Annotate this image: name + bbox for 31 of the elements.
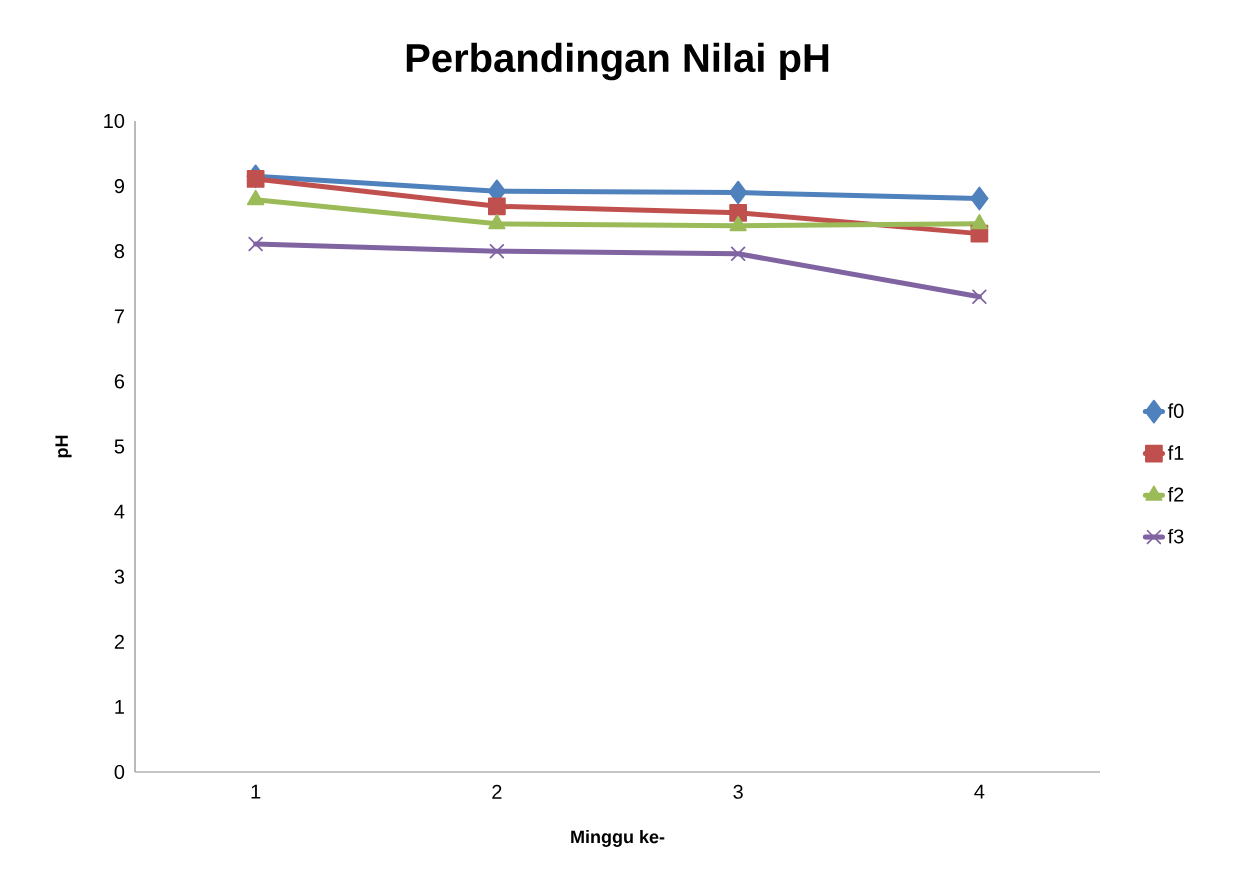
y-axis-title: pH <box>55 435 72 458</box>
y-tick-label: 0 <box>114 764 125 780</box>
y-tick-label: 10 <box>104 113 125 129</box>
point <box>248 236 263 252</box>
point <box>972 289 987 304</box>
y-tick-label: 6 <box>114 374 125 389</box>
legend-label: f0 <box>1167 403 1184 419</box>
y-tick-label: 8 <box>114 244 125 259</box>
y-tick-label: 2 <box>114 634 124 649</box>
y-tick-label: 4 <box>114 504 125 519</box>
x-tick-label: 3 <box>733 784 743 799</box>
chart-title: Perbandingan Nilai pH <box>406 42 829 81</box>
point <box>489 243 505 259</box>
x-tick-label: 2 <box>492 784 502 799</box>
legend-label: f1 <box>1167 445 1184 460</box>
x-tick-label: 4 <box>974 784 985 799</box>
x-axis-title: Minggu ke- <box>571 830 665 847</box>
y-tick-label: 9 <box>114 179 124 194</box>
x-tick-label: 1 <box>251 784 261 799</box>
point <box>730 246 746 262</box>
y-tick-label: 7 <box>114 309 124 324</box>
legend-label: f2 <box>1167 487 1184 502</box>
y-tick-label: 1 <box>115 700 124 714</box>
y-tick-label: 3 <box>114 569 125 584</box>
point <box>246 170 265 188</box>
point <box>488 197 506 216</box>
y-tick-label: 5 <box>114 439 125 454</box>
point <box>970 186 989 211</box>
point <box>729 180 748 205</box>
point <box>729 203 747 222</box>
legend-label: f3 <box>1167 528 1184 544</box>
